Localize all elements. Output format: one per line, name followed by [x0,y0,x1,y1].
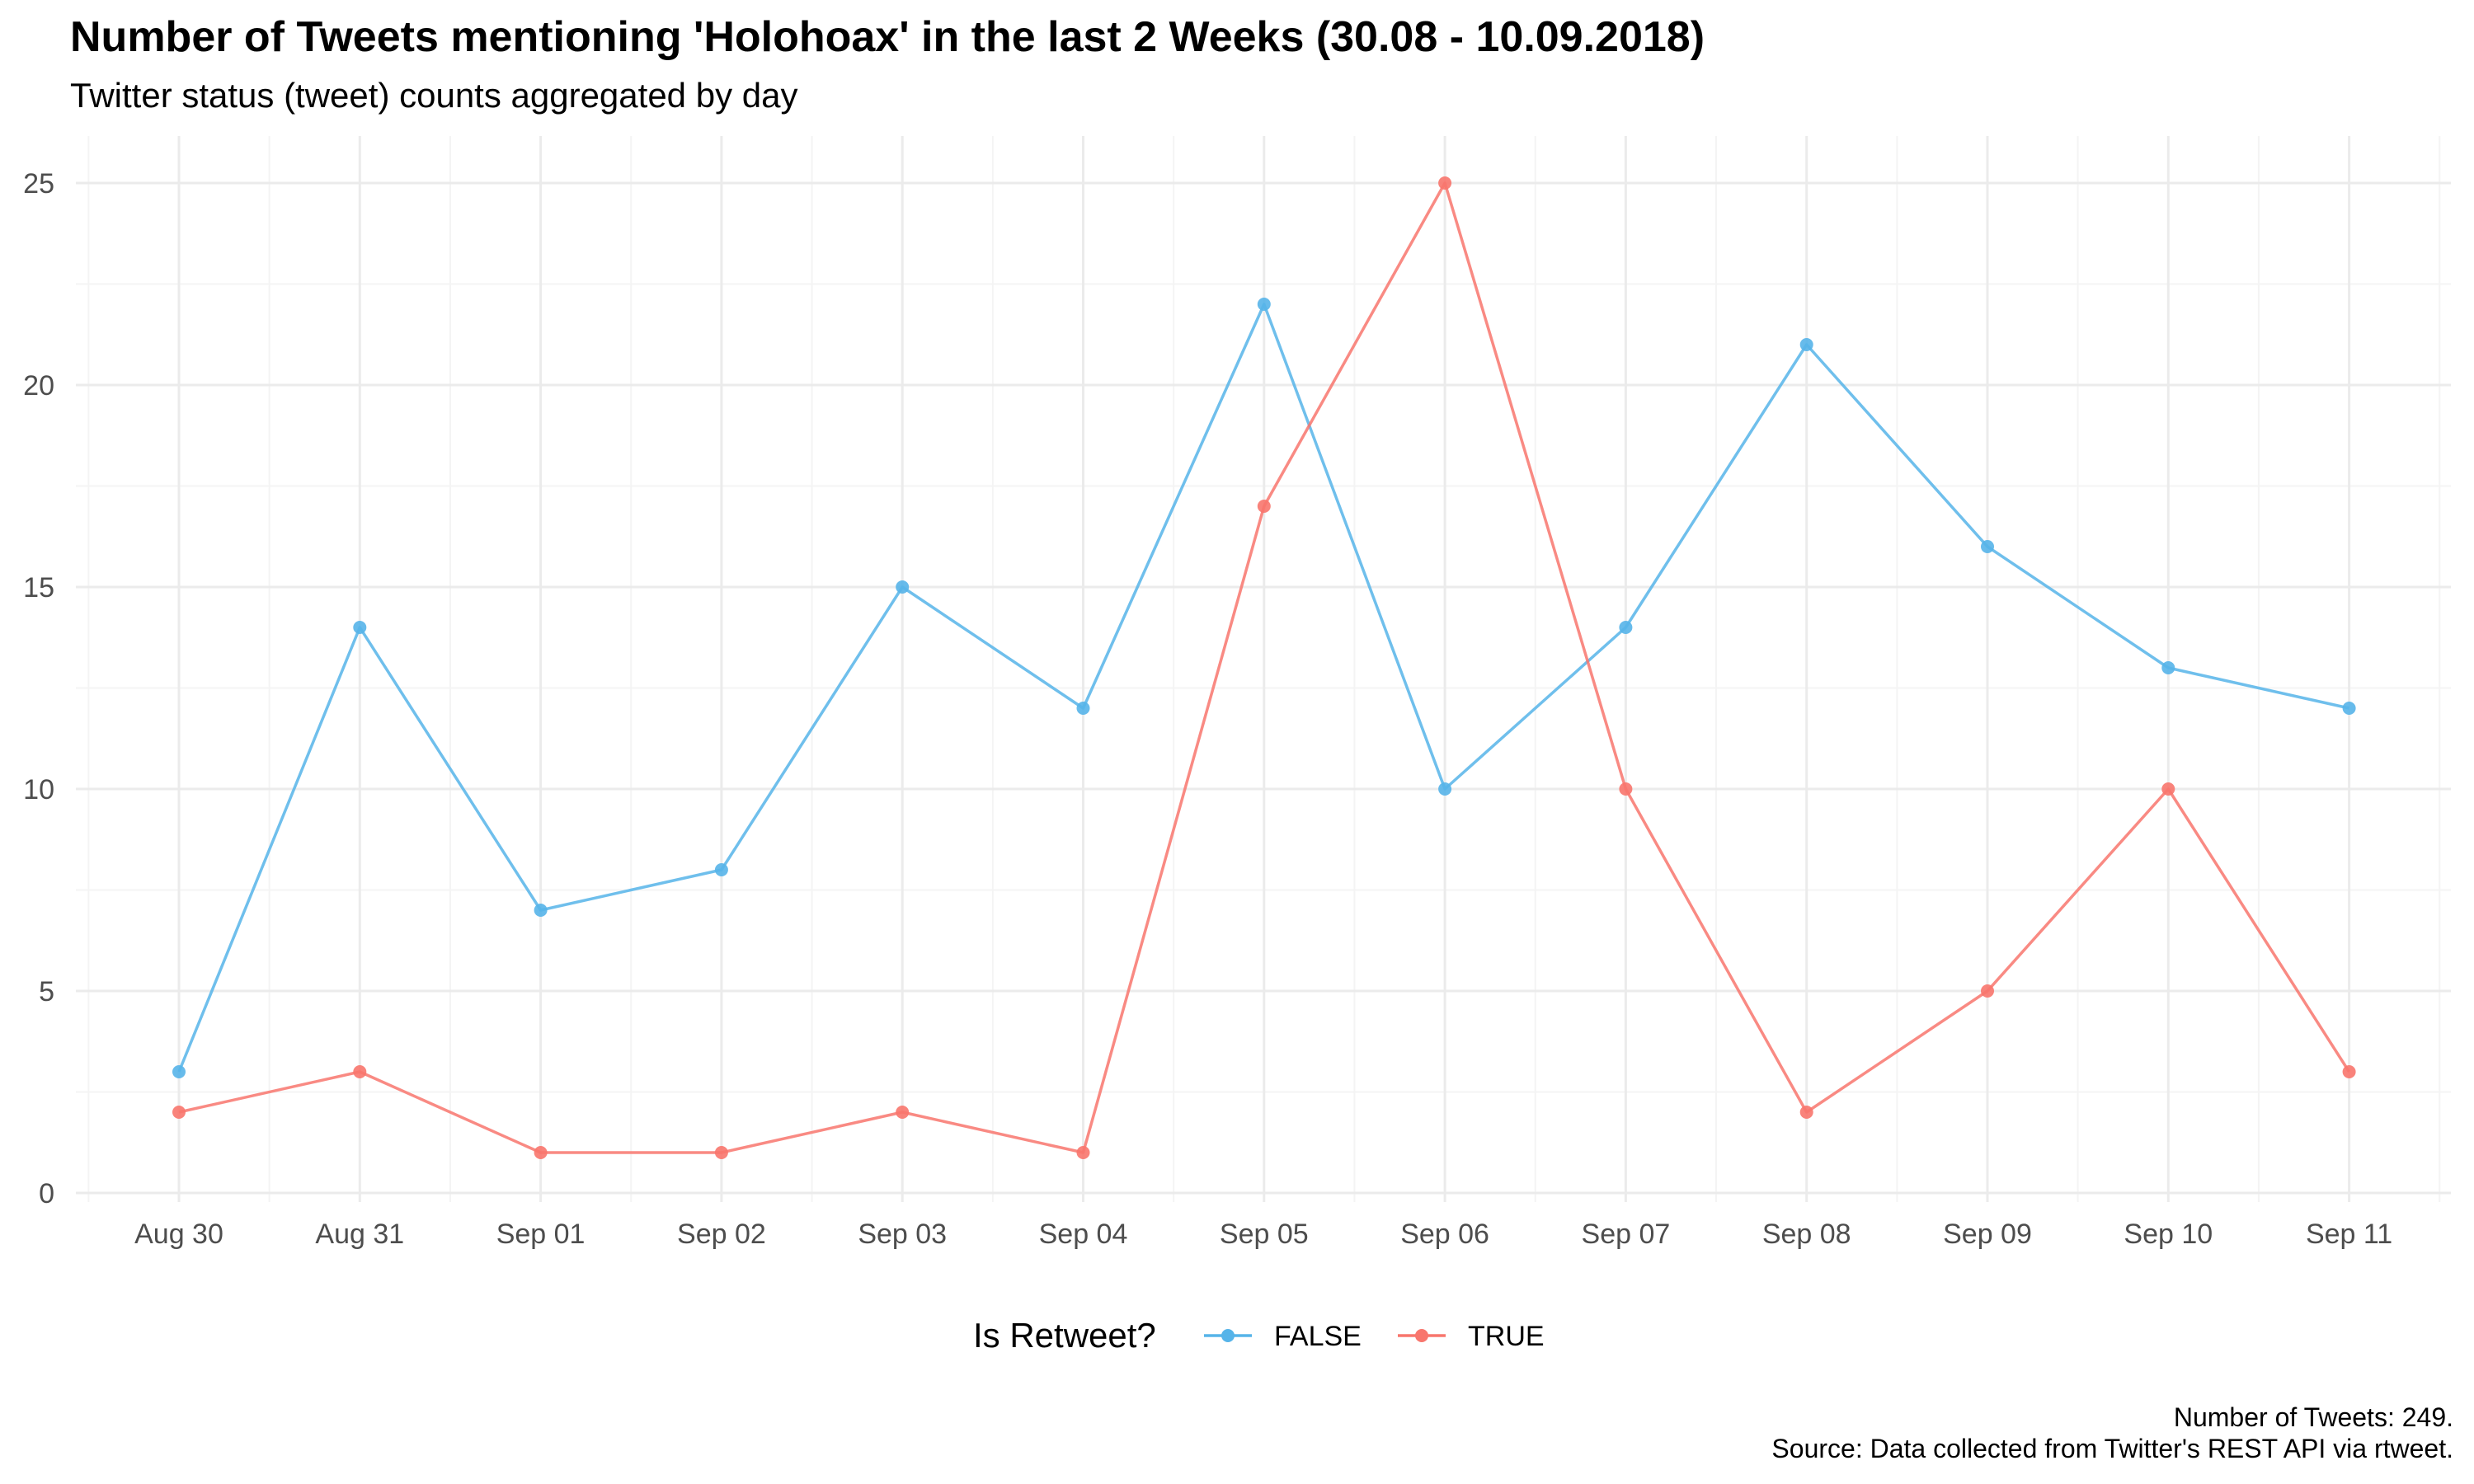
data-point [353,621,367,634]
data-point [714,1146,728,1159]
y-tick-label: 20 [23,370,54,402]
x-tick-label: Sep 06 [1400,1219,1489,1250]
data-point [896,1106,910,1119]
x-tick-label: Sep 05 [1220,1219,1309,1250]
x-tick-label: Sep 03 [858,1219,947,1250]
x-tick-label: Sep 08 [1762,1219,1851,1250]
data-point [1257,298,1271,311]
data-point [2161,782,2175,796]
data-point [1076,702,1090,715]
y-tick-label: 10 [23,774,54,805]
legend-item-true: TRUE [1398,1321,1545,1352]
data-point [1619,782,1633,796]
data-point [534,1146,548,1159]
legend-key-point [1221,1329,1235,1342]
series-false [172,298,2356,1078]
x-axis: Aug 30 Aug 31 Sep 01 Sep 02 Sep 03 Sep 04 Sep … [134,1219,2392,1250]
caption-line-2: Source: Data collected from Twitter's RE… [1771,1434,2453,1463]
x-tick-label: Sep 02 [677,1219,766,1250]
y-tick-label: 15 [23,572,54,603]
x-tick-label: Sep 10 [2124,1219,2213,1250]
y-tick-label: 5 [39,976,54,1007]
y-axis: 0 5 10 15 20 25 [23,168,54,1209]
data-point [172,1065,186,1078]
chart-subtitle: Twitter status (tweet) counts aggregated… [70,76,797,115]
data-point [1076,1146,1090,1159]
legend-label: TRUE [1468,1321,1545,1352]
caption-line-1: Number of Tweets: 249. [2174,1402,2453,1432]
data-point [1981,540,1994,553]
y-tick-label: 0 [39,1178,54,1209]
data-point [2342,1065,2356,1078]
data-point [534,904,548,917]
data-point [1438,176,1452,190]
series-true [172,176,2356,1159]
data-point [1257,500,1271,513]
legend-label: FALSE [1274,1321,1362,1352]
data-point [353,1065,367,1078]
y-tick-label: 25 [23,168,54,200]
data-point [1619,621,1633,634]
x-tick-label: Sep 09 [1943,1219,2032,1250]
legend-item-false: FALSE [1204,1321,1362,1352]
data-point [714,863,728,876]
caption: Number of Tweets: 249. Source: Data coll… [1771,1402,2453,1463]
x-tick-label: Sep 04 [1039,1219,1128,1250]
legend: Is Retweet? FALSE TRUE [973,1316,1545,1355]
data-point [1438,782,1452,796]
x-tick-label: Sep 11 [2306,1219,2392,1250]
x-tick-label: Aug 31 [315,1219,404,1250]
data-point [896,580,910,594]
data-point [2342,702,2356,715]
legend-title: Is Retweet? [973,1316,1156,1355]
series-layer [172,176,2356,1159]
chart-title: Number of Tweets mentioning 'Holohoax' i… [70,13,1705,61]
data-point [2161,661,2175,674]
grid [76,136,2451,1202]
data-point [172,1106,186,1119]
x-tick-label: Aug 30 [134,1219,223,1250]
legend-key-point [1415,1329,1428,1342]
x-tick-label: Sep 07 [1582,1219,1671,1250]
x-tick-label: Sep 01 [496,1219,586,1250]
data-point [1799,1106,1813,1119]
data-point [1981,984,1994,998]
data-point [1799,338,1813,351]
